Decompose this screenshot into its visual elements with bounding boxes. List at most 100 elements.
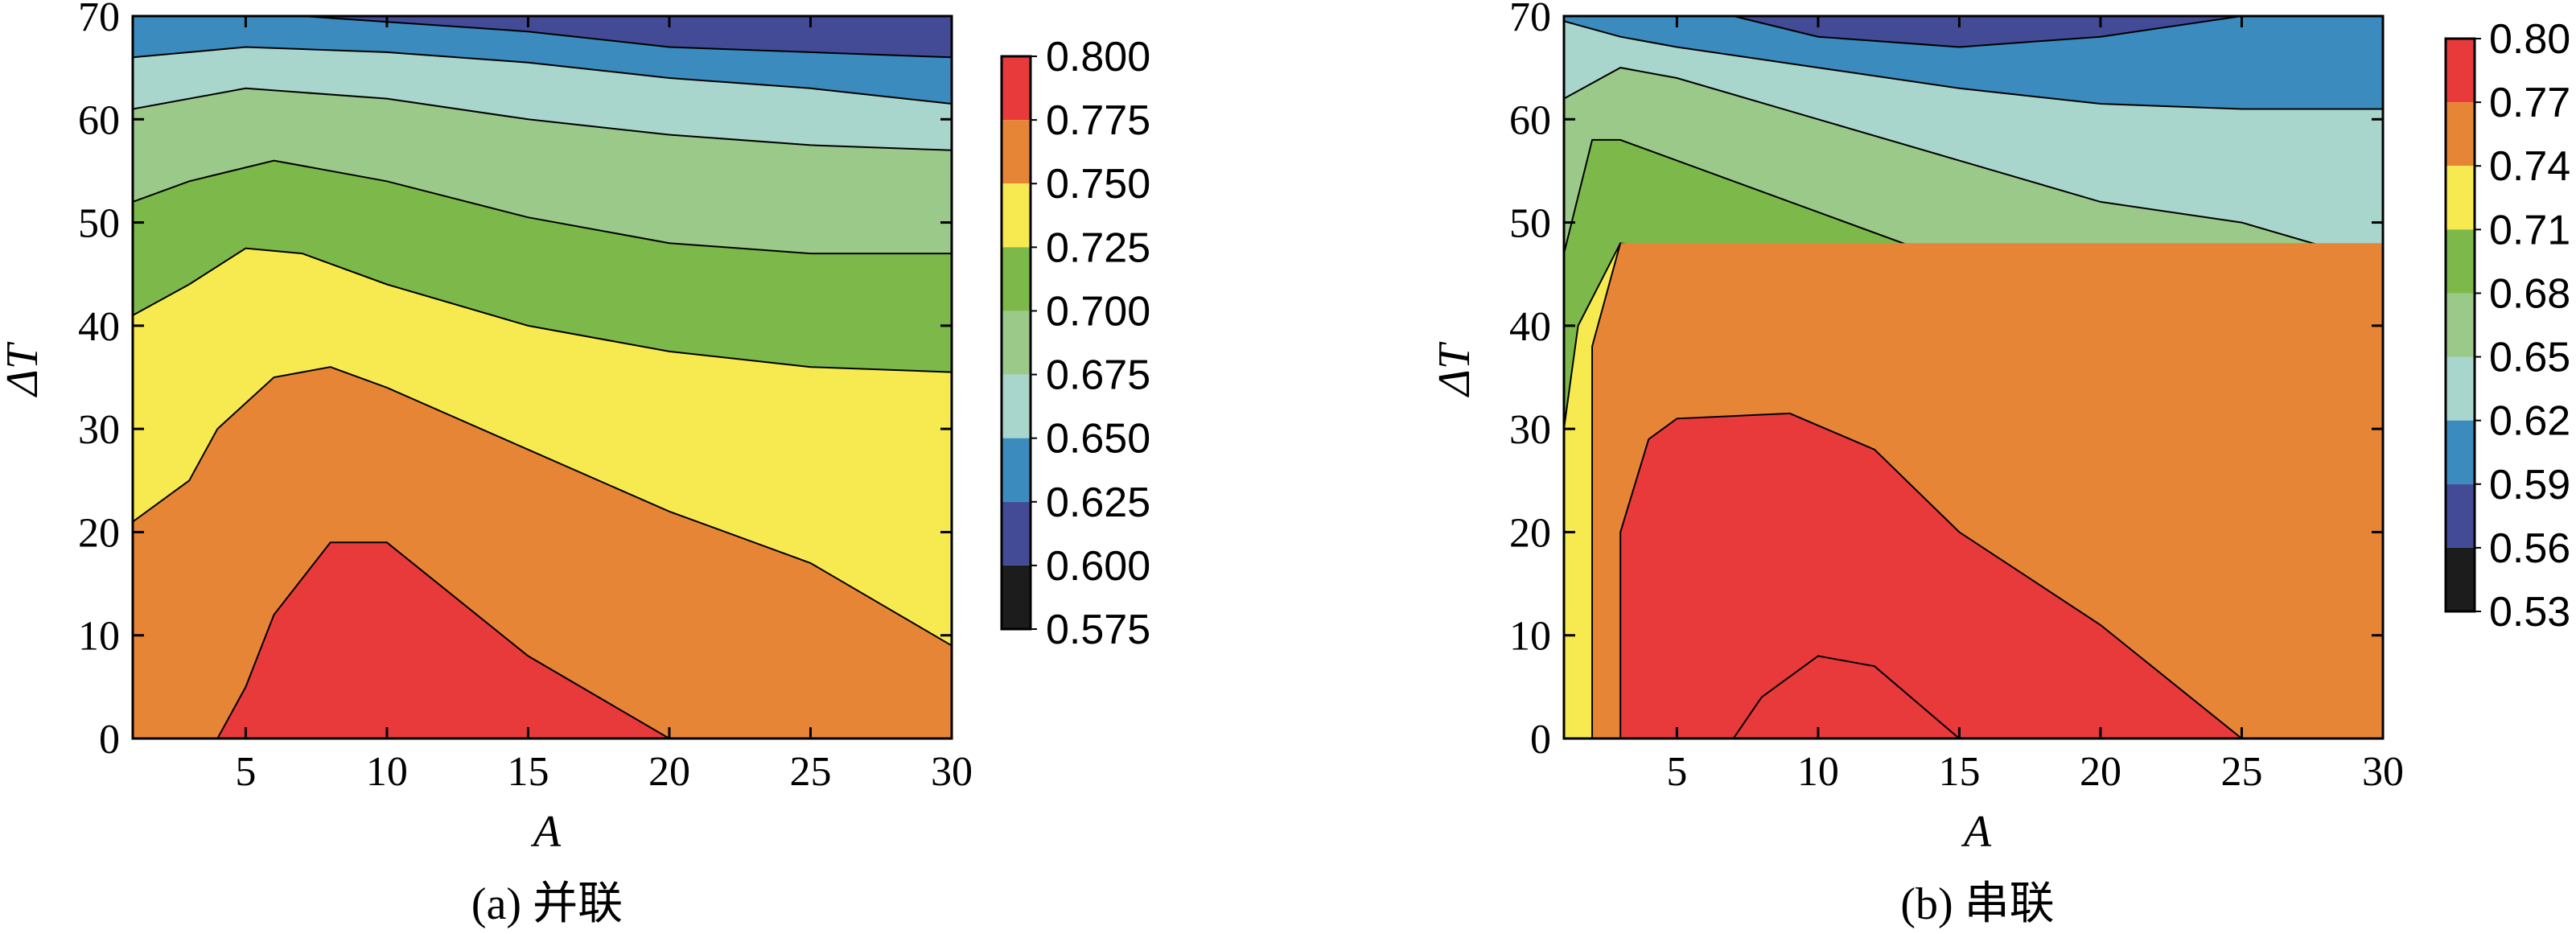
y-tick-label: 10 [1509,614,1551,660]
contour-plot-b [1564,16,2383,739]
contour-line-0 [1564,20,2383,110]
y-tick-label: 0 [99,717,120,763]
axes-a: 5 10 15 20 25 30 0 10 20 30 40 50 60 70 [78,0,973,795]
contour-line-4 [1591,242,1622,739]
plot-frame [1562,14,2385,740]
colorbar-tick-label: 0.575 [1046,607,1150,653]
contour-line-1 [133,87,952,151]
x-tick-label: 30 [931,749,973,795]
colorbar-tick-label: 0.675 [1046,352,1150,399]
y-tick-label: 30 [1509,407,1551,453]
colorbar-tick-label: 0.600 [1046,543,1150,590]
colorbar-tick-label: 0.62 [2489,398,2570,445]
y-tick-label: 60 [78,97,120,143]
x-tick-label: 15 [507,749,549,795]
colorbar-segment [2446,39,2475,103]
y-tick-label: 70 [1509,0,1551,40]
contour-line-top [1733,16,2242,48]
x-tick-label: 10 [366,749,408,795]
colorbar-segment [1002,311,1031,375]
colorbar-segment [2446,166,2475,230]
colorbar-a: 0.800 0.775 0.750 0.725 0.700 0.675 0.650 0.625… [1000,34,1150,653]
colorbar-tick-label: 0.65 [2489,335,2570,381]
colorbar-tick-label: 0.68 [2489,270,2570,317]
x-axis-label-a: A [530,807,562,857]
colorbar-tick-label: 0.725 [1046,224,1150,271]
y-tick-label: 20 [1509,510,1551,556]
colorbar-segment [1002,183,1031,248]
x-tick-label: 25 [789,749,831,795]
x-tick-label: 25 [2220,749,2262,795]
contour-line-1 [1564,67,2383,265]
contour-line-6 [1732,655,1961,739]
colorbar-tick-label: 0.800 [1046,34,1150,80]
x-tick-label: 30 [2362,749,2404,795]
colorbar-segment [2446,229,2475,294]
contour-line-top [302,16,952,59]
colorbar-frame [1000,55,1032,631]
colorbar-segment [2446,102,2475,167]
band-fill-5 [1620,413,2242,739]
colorbar-frame [2444,37,2476,613]
axes-b: 5 10 15 20 25 30 0 10 20 30 40 50 60 70 [1509,0,2404,795]
colorbar-tick-label: 0.625 [1046,479,1150,526]
panel-a: 5 10 15 20 25 30 0 10 20 30 40 50 60 70 0.800 0.775 0.7… [0,0,1150,929]
colorbar-segment [2446,547,2475,611]
y-tick-label: 20 [78,510,120,556]
contour-plot-a [133,16,952,739]
colorbar-segment [2446,420,2475,484]
y-tick-label: 0 [1530,717,1551,763]
colorbar-segment [1002,501,1031,566]
colorbar-segment [2446,293,2475,357]
colorbar-tick-label: 0.71 [2489,207,2570,253]
y-tick-label: 50 [1509,201,1551,247]
colorbar-tick-label: 0.650 [1046,416,1150,463]
x-tick-label: 20 [648,749,690,795]
contour-line-3 [133,247,952,373]
colorbar-tick-label: 0.59 [2489,462,2570,508]
colorbar-tick-label: 0.74 [2489,143,2570,190]
contour-line-5 [216,541,670,739]
colorbar-segment [1002,120,1031,184]
y-tick-label: 50 [78,201,120,247]
contour-line-2 [133,159,952,255]
caption-b: (b) 串联 [1900,879,2054,929]
contour-line-4 [133,366,952,647]
colorbar-tick-label: 0.56 [2489,525,2570,572]
x-tick-label: 20 [2080,749,2121,795]
y-tick-label: 70 [78,0,120,40]
y-tick-label: 40 [1509,304,1551,350]
plot-frame [131,14,953,740]
colorbar-b: 0.80 0.77 0.74 0.71 0.68 0.65 0.62 0.59 0.56 0.53 [2444,16,2570,636]
contour-line-0 [133,46,952,105]
x-tick-label: 5 [235,749,256,795]
colorbar-tick-label: 0.77 [2489,80,2570,126]
y-axis-label-b: ΔT [1430,341,1479,397]
y-axis-label-a: ΔT [0,341,47,397]
colorbar-tick-label: 0.775 [1046,97,1150,144]
colorbar-tick-label: 0.53 [2489,589,2570,636]
colorbar-segment [1002,438,1031,502]
x-axis-label-b: A [1961,807,1992,857]
band-fill-5 [217,542,669,739]
colorbar-segment [1002,56,1031,121]
y-tick-label: 10 [78,614,120,660]
y-tick-label: 60 [1509,97,1551,143]
y-tick-label: 30 [78,407,120,453]
y-tick-label: 40 [78,304,120,350]
contour-line-5 [1619,412,2243,739]
x-tick-label: 10 [1797,749,1839,795]
colorbar-tick-label: 0.80 [2489,16,2570,63]
colorbar-segment [2446,356,2475,421]
colorbar-segment [1002,374,1031,438]
colorbar-segment [1002,565,1031,629]
colorbar-tick-label: 0.750 [1046,161,1150,208]
x-tick-label: 5 [1666,749,1687,795]
colorbar-segment [1002,247,1031,311]
colorbar-segment [2446,483,2475,548]
caption-a: (a) 并联 [471,879,623,929]
colorbar-tick-label: 0.700 [1046,288,1150,335]
x-tick-label: 15 [1938,749,1980,795]
